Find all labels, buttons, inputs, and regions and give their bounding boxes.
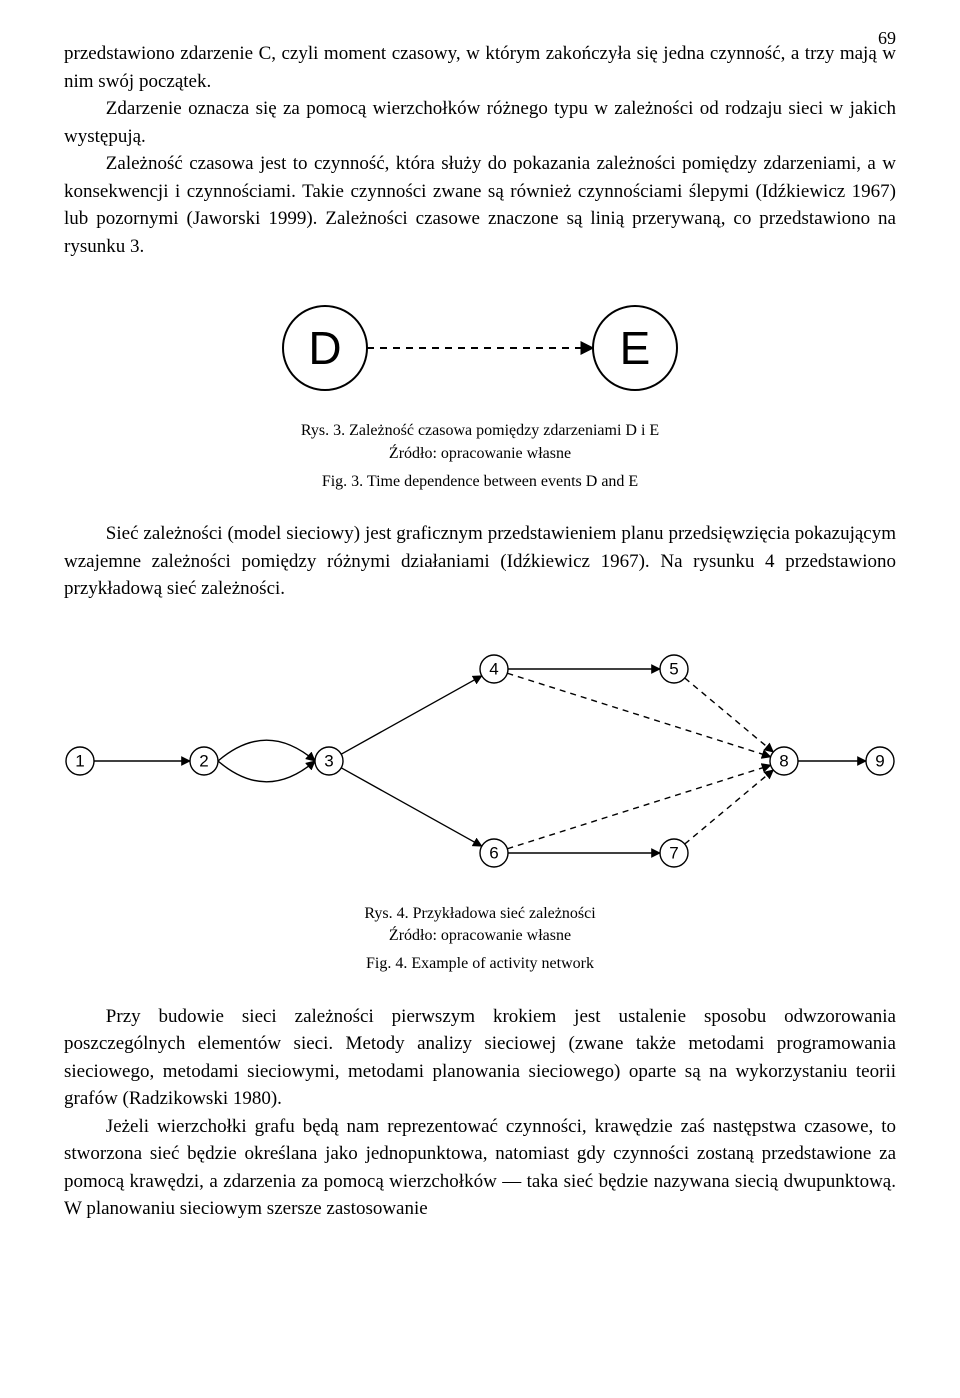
svg-text:6: 6	[489, 843, 498, 862]
svg-text:4: 4	[489, 659, 498, 678]
svg-text:9: 9	[875, 751, 884, 770]
paragraph-6: Jeżeli wierzchołki grafu będą nam reprez…	[64, 1113, 896, 1223]
figure-3-caption-rys: Rys. 3. Zależność czasowa pomiędzy zdarz…	[64, 420, 896, 442]
page-number: 69	[878, 28, 896, 49]
figure-3-diagram: DE	[265, 288, 695, 408]
paragraph-4: Sieć zależności (model sieciowy) jest gr…	[64, 520, 896, 603]
paragraph-1: przedstawiono zdarzenie C, czyli moment …	[64, 40, 896, 95]
svg-text:D: D	[308, 322, 341, 374]
paragraph-3: Zależność czasowa jest to czynność, któr…	[64, 150, 896, 260]
figure-3-caption-block: Rys. 3. Zależność czasowa pomiędzy zdarz…	[64, 420, 896, 492]
svg-text:2: 2	[199, 751, 208, 770]
figure-4-caption-block: Rys. 4. Przykładowa sieć zależności Źród…	[64, 903, 896, 975]
svg-text:5: 5	[669, 659, 678, 678]
svg-text:E: E	[620, 322, 651, 374]
svg-text:3: 3	[324, 751, 333, 770]
svg-text:8: 8	[779, 751, 788, 770]
paragraph-2: Zdarzenie oznacza się za pomocą wierzcho…	[64, 95, 896, 150]
paragraph-5: Przy budowie sieci zależności pierwszym …	[64, 1003, 896, 1113]
svg-text:1: 1	[75, 751, 84, 770]
figure-4-caption-fig: Fig. 4. Example of activity network	[64, 953, 896, 975]
page: 69 przedstawiono zdarzenie C, czyli mome…	[0, 0, 960, 1398]
figure-3-caption-fig: Fig. 3. Time dependence between events D…	[64, 471, 896, 493]
figure-4-caption-rys: Rys. 4. Przykładowa sieć zależności	[64, 903, 896, 925]
figure-4-network: 1 2 3 4 5 6 7 8 9	[64, 631, 896, 891]
figure-4-caption-source: Źródło: opracowanie własne	[64, 925, 896, 947]
svg-text:7: 7	[669, 843, 678, 862]
figure-3-caption-source: Źródło: opracowanie własne	[64, 443, 896, 465]
